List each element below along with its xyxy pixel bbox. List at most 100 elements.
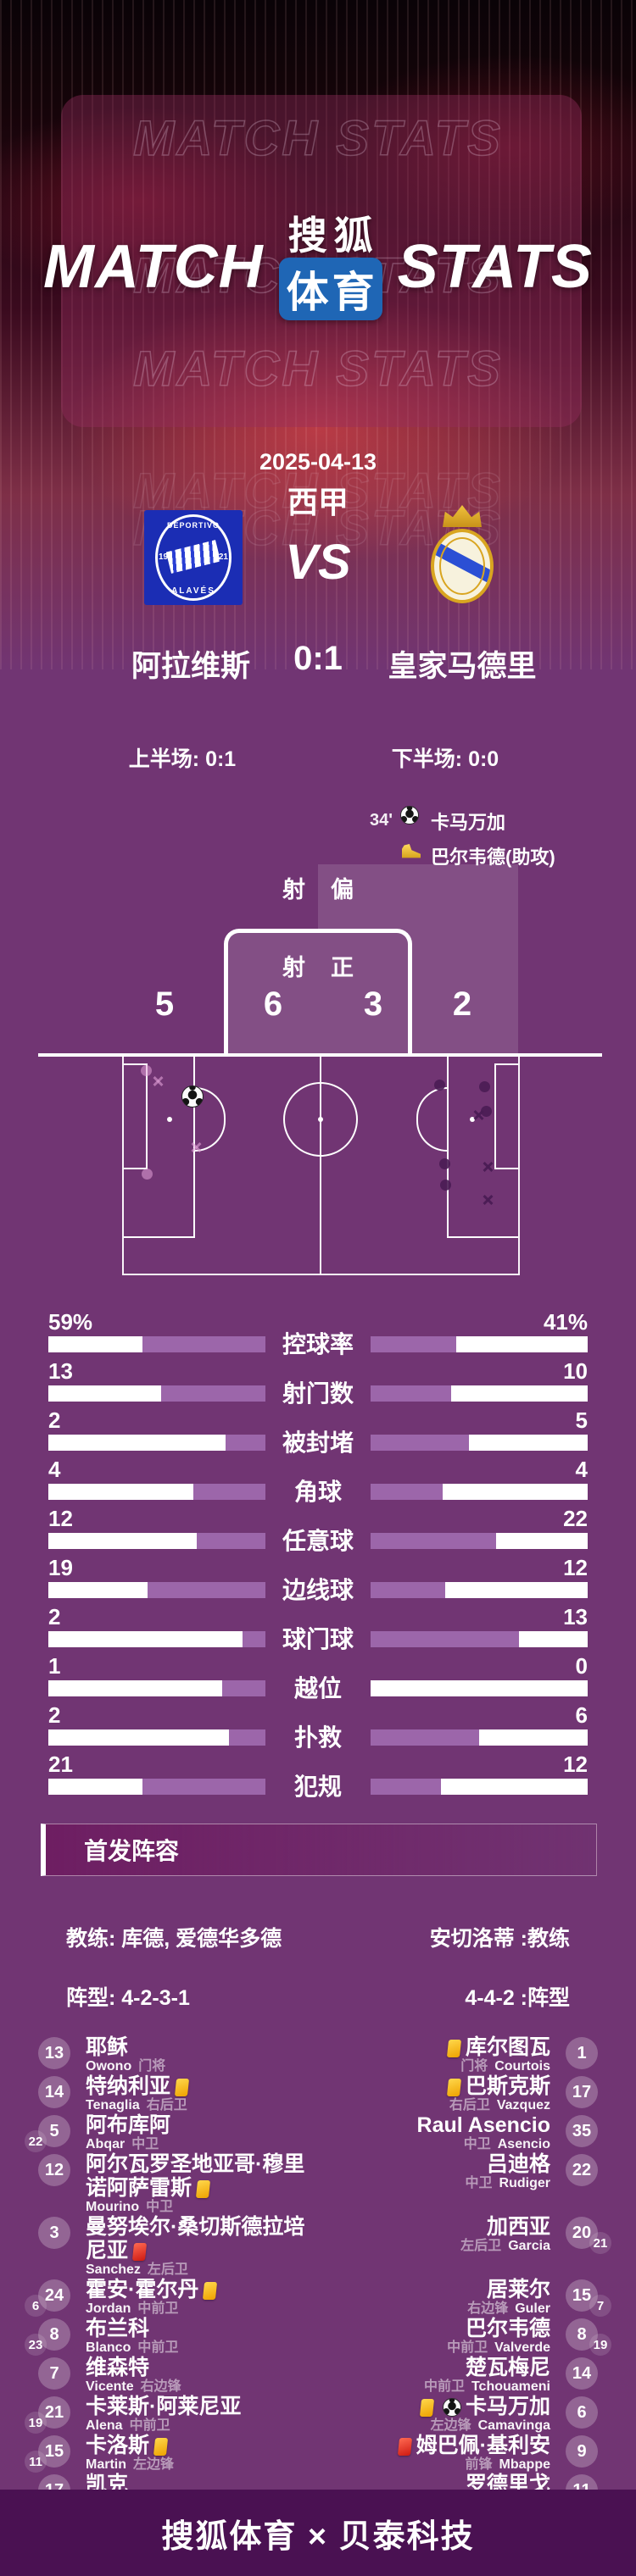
home-player-entry: 21 19 卡莱斯·阿莱尼亚 Alena 中前卫 [25, 2395, 318, 2434]
player-position: 中卫 [465, 2176, 493, 2190]
yellow-card-icon [195, 2179, 211, 2198]
home-shots-on-count: 6 [263, 985, 283, 1023]
player-number: 15 [572, 2285, 592, 2305]
away-player-entry: 吕迪格 中卫 Rudiger 22 [318, 2152, 598, 2191]
stat-label: 被封堵 [282, 1430, 354, 1456]
shot-map-pitch [122, 1057, 520, 1275]
player-number-badge: 14 [38, 2076, 70, 2108]
away-player-entry: 巴斯克斯 右后卫 Vazquez 17 [318, 2074, 598, 2113]
stat-row: 1 0 越位 [0, 1653, 636, 1702]
away-player-entry: Raul Asencio 中卫 Asencio 35 [318, 2113, 598, 2152]
player-latin-name: Camavinga [477, 2418, 550, 2433]
stat-label: 边线球 [282, 1577, 354, 1603]
player-number: 5 [49, 2121, 59, 2140]
player-latin-name: Abqar [86, 2137, 126, 2151]
shot-marker-circle-home [141, 1065, 152, 1076]
player-name: Raul Asencio [416, 2113, 550, 2137]
player-number-badge: 9 [566, 2435, 598, 2468]
stat-label: 角球 [293, 1479, 342, 1505]
home-stat-bar [48, 1631, 265, 1647]
player-name: 特纳利亚 [86, 2074, 171, 2098]
penalty-arc-right [416, 1087, 447, 1152]
player-number-badge: 13 [38, 2037, 70, 2069]
player-info: 耶稣 Owono 门将 [86, 2035, 165, 2074]
home-player-entry: 3 曼努埃尔·桑切斯德拉培尼亚 Sanchez 左后卫 [38, 2215, 318, 2278]
home-player-entry: 13 耶稣 Owono 门将 [38, 2035, 318, 2074]
home-formation: 阵型: 4-2-3-1 [66, 1986, 190, 2010]
away-team-name: 皇家马德里 [388, 650, 537, 683]
player-latin-name: Mbappe [499, 2457, 550, 2472]
shot-marker-x-home [190, 1141, 202, 1153]
yellow-card-icon [419, 2398, 435, 2417]
player-latin-name: Rudiger [499, 2176, 550, 2190]
player-name: 曼努埃尔·桑切斯德拉培尼亚 [86, 2215, 305, 2262]
player-subline: 中卫 Rudiger [466, 2176, 550, 2190]
home-stat-bar [48, 1582, 265, 1598]
player-name-line: 巴尔韦德 [447, 2317, 550, 2340]
player-subline: 左边锋 Camavinga [416, 2418, 550, 2433]
footer-branding: 搜狐体育 × 贝泰科技 [0, 2490, 636, 2576]
player-name-line: Raul Asencio [417, 2113, 550, 2137]
goal-scorer: 卡马万加 [431, 812, 506, 833]
player-number: 7 [49, 2363, 59, 2383]
player-info: 巴尔韦德 中前卫 Valverde [447, 2317, 550, 2356]
player-subline: Owono 门将 [86, 2059, 165, 2074]
player-latin-name: Blanco [86, 2340, 131, 2355]
player-name: 库尔图瓦 [465, 2035, 550, 2059]
player-latin-name: Mourino [86, 2200, 140, 2214]
substitute-number: 21 [589, 2232, 611, 2254]
home-stat-value: 21 [48, 1752, 73, 1777]
stat-row: 2 5 被封堵 [0, 1407, 636, 1457]
away-player-entry: 巴尔韦德 中前卫 Valverde 8 19 [318, 2317, 611, 2356]
match-date: 2025-04-13 [259, 449, 377, 475]
player-number: 14 [572, 2363, 592, 2383]
home-stat-fill [160, 1385, 265, 1402]
yellow-card-icon [174, 2078, 190, 2096]
stat-label: 射门数 [282, 1380, 354, 1407]
stat-row: 2 6 扑救 [0, 1702, 636, 1752]
player-number-badge: 5 22 [25, 2115, 70, 2152]
player-latin-name: Valverde [494, 2340, 550, 2355]
player-number: 1 [577, 2043, 587, 2062]
player-info: 楚瓦梅尼 中前卫 Tchouameni [424, 2356, 550, 2395]
away-stat-bar [371, 1336, 588, 1352]
watermark-text: MATCH STATS [132, 463, 503, 519]
player-subline: 左后卫 Garcia [460, 2239, 550, 2253]
home-stat-bar [48, 1435, 265, 1451]
stat-label: 任意球 [282, 1528, 354, 1554]
yellow-card-icon [153, 2437, 169, 2456]
player-position: 中卫 [463, 2137, 491, 2151]
vs-label: VS [285, 535, 351, 590]
player-info: 特纳利亚 Tenaglia 右后卫 [86, 2074, 193, 2113]
home-stat-fill [229, 1729, 265, 1746]
player-subline: Mourino 中卫 [86, 2200, 318, 2214]
player-number-badge: 14 [566, 2357, 598, 2390]
lineup-row: 13 耶稣 Owono 门将 库尔图瓦 门将 Courtois 1 [38, 2035, 598, 2074]
player-name-line: 曼努埃尔·桑切斯德拉培尼亚 [86, 2215, 318, 2262]
away-player-entry: 居莱尔 右边锋 Guler 15 7 [318, 2278, 611, 2317]
player-position: 中前卫 [423, 2379, 465, 2394]
player-latin-name: Owono [86, 2059, 132, 2074]
player-name-line: 卡莱斯·阿莱尼亚 [86, 2395, 241, 2418]
home-stat-value: 12 [48, 1506, 73, 1531]
watermark-text: MATCH STATS [132, 341, 503, 397]
stat-row: 59% 41% 控球率 [0, 1309, 636, 1358]
player-name: 居莱尔 [486, 2278, 550, 2301]
player-latin-name: Asencio [497, 2137, 550, 2151]
home-stat-value: 19 [48, 1555, 73, 1580]
stat-label: 球门球 [282, 1626, 354, 1652]
shot-marker-circle-home [142, 1169, 153, 1180]
player-info: 卡洛斯 Martin 左边锋 [86, 2434, 174, 2473]
first-half-score: 上半场: 0:1 [128, 747, 237, 771]
away-shots-off-count: 2 [452, 985, 472, 1023]
away-stat-fill [371, 1582, 445, 1598]
player-name-line: 耶稣 [86, 2035, 165, 2059]
away-stat-value: 13 [563, 1604, 588, 1629]
player-name-line: 卡洛斯 [86, 2434, 174, 2457]
player-number: 22 [572, 2160, 592, 2179]
player-number-badge: 7 [38, 2357, 70, 2390]
hero-title-match: MATCH [43, 233, 264, 301]
substitute-number: 7 [589, 2295, 611, 2317]
player-latin-name: Jordan [86, 2301, 131, 2316]
home-stat-value: 1 [48, 1653, 61, 1679]
